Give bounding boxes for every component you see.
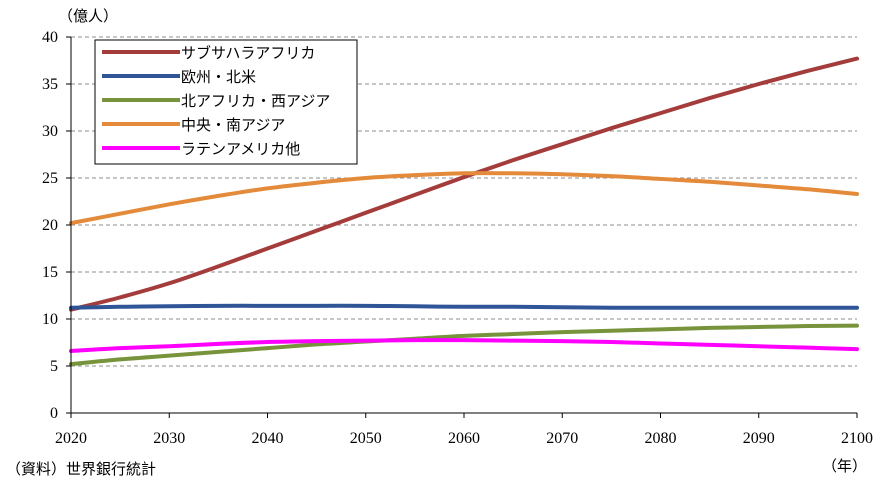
y-tick-label-6: 30	[42, 123, 58, 140]
x-tick-label-7: 2090	[743, 430, 775, 447]
legend-label-4: ラテンアメリカ他	[181, 140, 300, 158]
series-line-3	[69, 171, 859, 226]
x-tick-label-4: 2060	[448, 430, 480, 447]
y-tick-label-1: 5	[50, 358, 58, 375]
y-tick-label-5: 25	[42, 170, 58, 187]
legend-label-0: サブサハラアフリカ	[181, 44, 315, 62]
source-note: （資料）世界銀行統計	[6, 460, 157, 478]
series-line-2	[69, 323, 859, 367]
x-tick-label-8: 2100	[841, 430, 873, 447]
y-unit-label: （億人）	[58, 7, 118, 25]
legend-label-1: 欧州・北米	[181, 68, 256, 86]
x-tick-label-2: 2040	[252, 430, 284, 447]
y-tick-label-0: 0	[50, 405, 58, 422]
x-tick-labels: 2020 2030 2040 2050 2060 2070 2080 2090 2100	[55, 430, 873, 447]
y-tick-label-4: 20	[42, 217, 58, 234]
series-line-1	[69, 303, 859, 310]
x-tick-label-1: 2030	[153, 430, 185, 447]
y-tick-label-2: 10	[42, 311, 58, 328]
x-tick-label-6: 2080	[645, 430, 677, 447]
series-line-0	[69, 56, 859, 312]
x-tick-label-0: 2020	[55, 430, 87, 447]
grid-lines	[71, 36, 857, 367]
axes	[66, 36, 858, 418]
legend-label-3: 中央・南アジア	[181, 116, 285, 134]
y-tick-label-3: 15	[42, 264, 58, 281]
x-unit-label: （年）	[822, 457, 867, 475]
legend-label-2: 北アフリカ・西アジア	[181, 92, 330, 110]
series-lines	[69, 56, 859, 367]
y-tick-label-8: 40	[42, 29, 58, 46]
y-tick-label-7: 35	[42, 76, 58, 93]
y-tick-labels: 0 5 10 15 20 25 30 35 40	[42, 29, 58, 422]
x-tick-label-5: 2070	[546, 430, 578, 447]
series-line-4	[69, 338, 859, 353]
x-tick-label-3: 2050	[350, 430, 382, 447]
